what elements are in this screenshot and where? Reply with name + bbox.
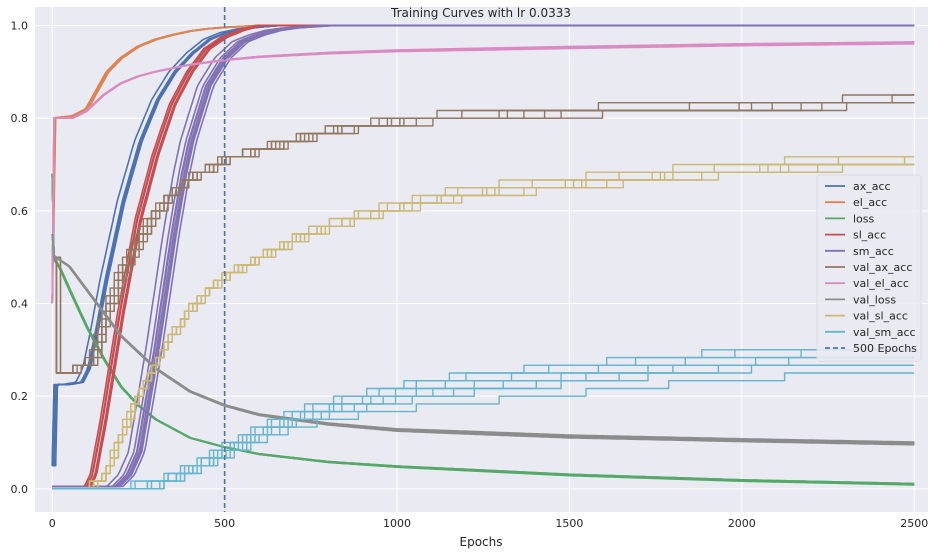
y-tick-label: 0.4	[11, 298, 29, 311]
legend-entry-label: sm_acc	[853, 245, 894, 258]
legend-entry-label: el_acc	[853, 196, 887, 209]
x-tick-label: 2000	[728, 517, 756, 530]
y-tick-label: 0.6	[11, 205, 29, 218]
legend-entry-label: loss	[853, 212, 875, 225]
series-line-val-sm-acc	[52, 356, 915, 490]
series-line-val-ax-acc	[52, 102, 915, 374]
y-tick-label: 0.0	[11, 483, 29, 496]
series-line-val-sm-acc	[52, 372, 915, 490]
legend-entry-label: val_el_acc	[853, 277, 909, 290]
series-line-val-ax-acc	[52, 94, 915, 374]
y-tick-label: 1.0	[11, 20, 29, 33]
legend-box	[816, 174, 922, 362]
legend-entry-label: val_sl_acc	[853, 310, 908, 323]
series-line-val-sm-acc	[52, 349, 915, 490]
series-line-val-sm-acc	[52, 356, 915, 490]
legend-entry-label: val_sm_acc	[853, 326, 916, 339]
legend-entry-label: val_loss	[853, 293, 896, 306]
x-tick-label: 2500	[900, 517, 928, 530]
plot-background	[35, 7, 928, 512]
chart-title: Training Curves with lr 0.0333	[390, 6, 571, 20]
legend-entry-label: val_ax_acc	[853, 261, 912, 274]
series-line-sm-acc	[52, 24, 915, 488]
series-layer	[51, 24, 915, 490]
series-line-loss	[51, 173, 915, 486]
x-tick-label: 500	[214, 517, 235, 530]
y-tick-label: 0.2	[11, 390, 29, 403]
legend-entry-label: ax_acc	[853, 180, 891, 193]
x-axis-label: Epochs	[460, 535, 503, 549]
tick-layer: 0 500 1000 1500 2000 2500 0.0 0.2 0.4 0.6 0.8 1.0	[11, 20, 929, 530]
series-line-val-sm-acc	[52, 364, 915, 490]
legend-entry-label: 500 Epochs	[853, 342, 917, 355]
series-line-val-el-acc	[51, 41, 915, 304]
legend-entry-label: sl_acc	[853, 229, 886, 242]
series-line-val-sl-acc	[52, 163, 915, 490]
x-tick-label: 1500	[555, 517, 583, 530]
x-tick-label: 0	[49, 517, 56, 530]
series-line-val-loss	[51, 233, 915, 444]
y-tick-label: 0.8	[11, 112, 29, 125]
x-tick-label: 1000	[383, 517, 411, 530]
